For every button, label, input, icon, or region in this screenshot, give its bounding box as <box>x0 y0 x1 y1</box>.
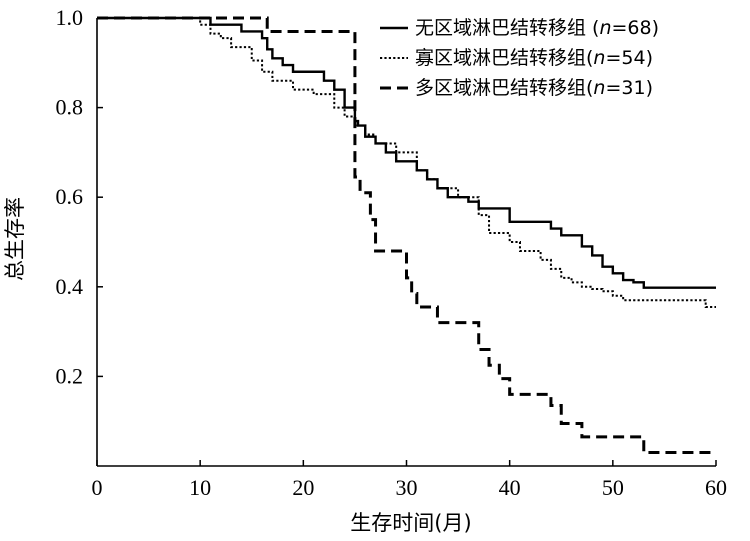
x-tick-label: 20 <box>292 475 314 500</box>
survival-curve-2 <box>97 17 716 308</box>
survival-curve-3 <box>97 16 716 455</box>
series-layer <box>97 16 716 455</box>
x-tick-label: 10 <box>189 475 211 500</box>
y-axis-title: 总生存率 <box>3 197 27 281</box>
x-tick-label: 60 <box>705 475 727 500</box>
y-tick-label: 0.4 <box>56 274 84 299</box>
y-tick-label: 1.0 <box>56 5 84 30</box>
x-tick-label: 0 <box>92 475 103 500</box>
legend: 无区域淋巴结转移组 (n=68) 寡区域淋巴结转移组(n=54) 多区域淋巴结转移组… <box>380 17 659 99</box>
legend-label-3: 多区域淋巴结转移组(n=31) <box>415 77 653 99</box>
legend-label-2: 寡区域淋巴结转移组(n=54) <box>415 47 653 69</box>
x-tick-label: 40 <box>499 475 521 500</box>
ticks-layer: 0 10 20 30 40 50 60 0.2 0.4 0.6 0.8 1.0 <box>56 5 728 500</box>
x-tick-label: 30 <box>396 475 418 500</box>
x-axis-title: 生存时间(月) <box>350 511 471 535</box>
y-tick-label: 0.8 <box>56 95 84 120</box>
y-tick-label: 0.6 <box>56 184 84 209</box>
survival-curve-1 <box>97 16 716 289</box>
y-tick-label: 0.2 <box>56 363 84 388</box>
x-tick-label: 50 <box>602 475 624 500</box>
legend-label-1: 无区域淋巴结转移组 (n=68) <box>415 17 659 39</box>
